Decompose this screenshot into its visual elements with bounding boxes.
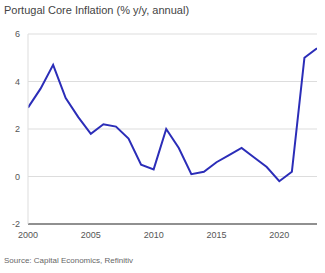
svg-text:0: 0 (15, 172, 20, 182)
svg-text:4: 4 (15, 77, 20, 87)
html-text:Portugal Core Inflation (% y/y: Portugal Core Inflation (% y/y, annual) (4, 4, 190, 16)
svg-text:2: 2 (15, 124, 20, 134)
svg-text:2015: 2015 (206, 230, 226, 240)
svg-text:2005: 2005 (81, 230, 101, 240)
html-text:Source: Capital Economics, Ref: Source: Capital Economics, Refinitiv (4, 256, 133, 265)
svg-text:2010: 2010 (144, 230, 164, 240)
svg-text:2020: 2020 (269, 230, 289, 240)
svg-text:6: 6 (15, 29, 20, 39)
svg-text:2000: 2000 (18, 230, 38, 240)
svg-text:-2: -2 (12, 219, 20, 229)
